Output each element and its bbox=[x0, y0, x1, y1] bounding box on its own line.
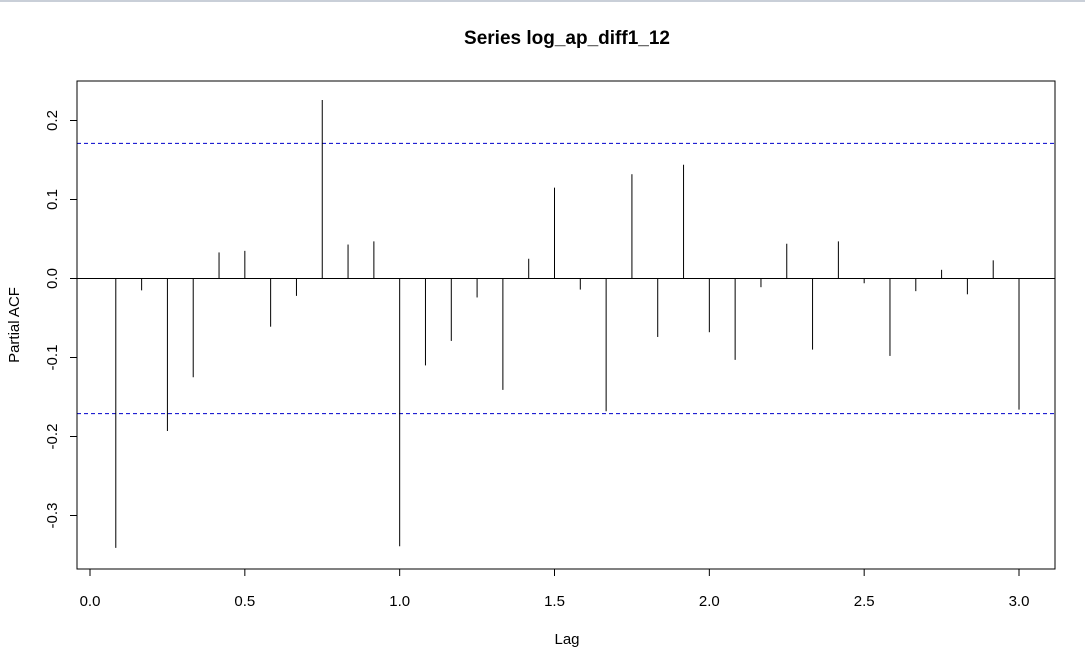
y-tick-label: 0.2 bbox=[44, 110, 61, 131]
y-tick-label: -0.2 bbox=[44, 424, 61, 450]
x-tick-label: 1.5 bbox=[544, 593, 565, 610]
y-tick-label: -0.1 bbox=[44, 345, 61, 371]
x-tick-label: 0.5 bbox=[234, 593, 255, 610]
x-axis-label: Lag bbox=[554, 631, 579, 648]
x-tick-label: 1.0 bbox=[389, 593, 410, 610]
x-tick-label: 2.5 bbox=[854, 593, 875, 610]
y-tick-label: -0.3 bbox=[44, 503, 61, 529]
x-tick-label: 3.0 bbox=[1009, 593, 1030, 610]
window-top-border bbox=[0, 0, 1085, 2]
chart-marks: 0.0 0.5 1.0 1.5 2.0 2.5 3.0 -0.3 -0.2 -0.1 0.0 0.1 0… bbox=[44, 99, 1055, 610]
plot-frame bbox=[76, 80, 1056, 570]
chart-title: Series log_ap_diff1_12 bbox=[464, 28, 670, 49]
x-tick-label: 0.0 bbox=[80, 593, 101, 610]
x-tick-label: 2.0 bbox=[699, 593, 720, 610]
y-tick-label: 0.1 bbox=[44, 189, 61, 210]
y-tick-label: 0.0 bbox=[44, 268, 61, 289]
y-axis-label: Partial ACF bbox=[6, 287, 23, 363]
